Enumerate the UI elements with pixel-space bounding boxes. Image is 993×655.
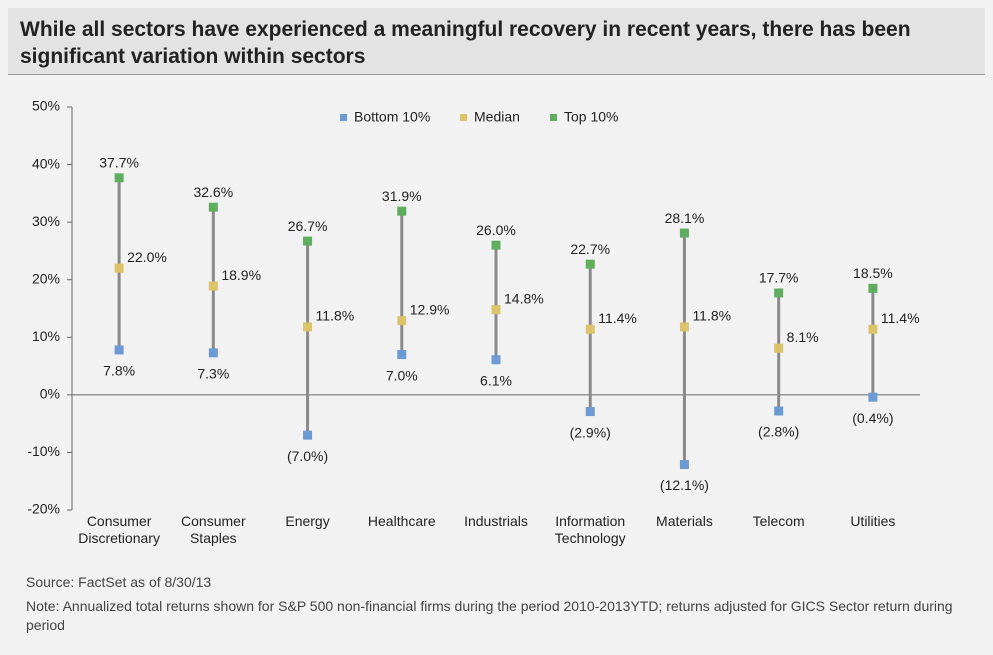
note: Note: Annualized total returns shown for… xyxy=(26,598,953,633)
marker xyxy=(868,392,878,402)
marker xyxy=(114,345,124,355)
data-label: 6.1% xyxy=(480,372,512,388)
data-label: (2.8%) xyxy=(758,424,799,440)
data-label: (7.0%) xyxy=(287,448,328,464)
x-tick-label: Utilities xyxy=(850,513,896,529)
y-tick-label: 20% xyxy=(32,270,60,286)
data-label: 8.1% xyxy=(787,329,819,345)
marker xyxy=(774,288,784,298)
marker xyxy=(208,348,218,358)
x-tick-label: Information Technology xyxy=(554,513,626,546)
data-label: 11.4% xyxy=(881,310,920,326)
marker xyxy=(114,173,124,183)
marker xyxy=(491,240,501,250)
marker xyxy=(303,322,313,332)
data-label: 26.7% xyxy=(288,218,328,234)
marker xyxy=(303,236,313,246)
marker xyxy=(585,407,595,417)
marker xyxy=(585,324,595,334)
marker xyxy=(679,322,689,332)
data-label: 11.4% xyxy=(598,310,637,326)
legend-swatch xyxy=(340,114,347,121)
y-tick-label: 0% xyxy=(40,386,60,402)
marker xyxy=(303,430,313,440)
data-label: 14.8% xyxy=(504,290,544,306)
data-label: 18.5% xyxy=(853,265,893,281)
data-label: 28.1% xyxy=(665,210,705,226)
x-tick-label: Telecom xyxy=(752,513,805,529)
marker xyxy=(868,283,878,293)
data-label: (12.1%) xyxy=(660,477,709,493)
title-band: While all sectors have experienced a mea… xyxy=(8,8,985,75)
x-tick-label: Consumer Discretionary xyxy=(78,513,160,546)
marker xyxy=(774,406,784,416)
marker xyxy=(397,350,407,360)
data-label: 26.0% xyxy=(476,222,516,238)
y-tick-label: 30% xyxy=(32,213,60,229)
marker xyxy=(679,460,689,470)
data-label: (2.9%) xyxy=(570,424,611,440)
marker xyxy=(679,228,689,238)
x-tick-label: Materials xyxy=(656,513,713,529)
legend-swatch xyxy=(550,114,557,121)
marker xyxy=(208,202,218,212)
data-label: 31.9% xyxy=(382,188,422,204)
y-tick-label: 40% xyxy=(32,155,60,171)
data-label: 7.8% xyxy=(103,363,135,379)
chart-title: While all sectors have experienced a mea… xyxy=(20,18,911,68)
data-label: 32.6% xyxy=(193,184,233,200)
legend-label: Bottom 10% xyxy=(354,109,430,125)
x-tick-label: Industrials xyxy=(464,513,528,529)
data-label: 7.0% xyxy=(386,367,418,383)
x-tick-label: Healthcare xyxy=(367,513,436,529)
source: Source: FactSet as of 8/30/13 xyxy=(26,574,212,590)
marker xyxy=(397,316,407,326)
x-tick-label: Energy xyxy=(285,513,330,529)
y-tick-label: -20% xyxy=(27,501,60,517)
marker xyxy=(774,343,784,353)
marker xyxy=(491,355,501,365)
marker xyxy=(208,281,218,291)
data-label: 17.7% xyxy=(759,270,799,286)
y-tick-label: -10% xyxy=(27,443,60,459)
y-tick-label: 50% xyxy=(32,98,60,114)
y-tick-label: 10% xyxy=(32,328,60,344)
legend-label: Median xyxy=(474,109,520,125)
data-label: 18.9% xyxy=(221,267,261,283)
data-label: 12.9% xyxy=(410,301,450,317)
marker xyxy=(491,305,501,315)
marker xyxy=(585,259,595,269)
data-label: (0.4%) xyxy=(852,410,893,426)
legend-label: Top 10% xyxy=(564,109,618,125)
marker xyxy=(868,324,878,334)
data-label: 22.0% xyxy=(127,249,167,265)
data-label: 37.7% xyxy=(99,155,139,171)
data-label: 11.8% xyxy=(316,308,355,324)
data-label: 7.3% xyxy=(197,366,229,382)
marker xyxy=(114,263,124,273)
legend-swatch xyxy=(460,114,467,121)
marker xyxy=(397,206,407,216)
x-tick-label: Consumer Staples xyxy=(181,513,246,546)
data-label: 11.8% xyxy=(692,308,731,324)
data-label: 22.7% xyxy=(570,241,610,257)
